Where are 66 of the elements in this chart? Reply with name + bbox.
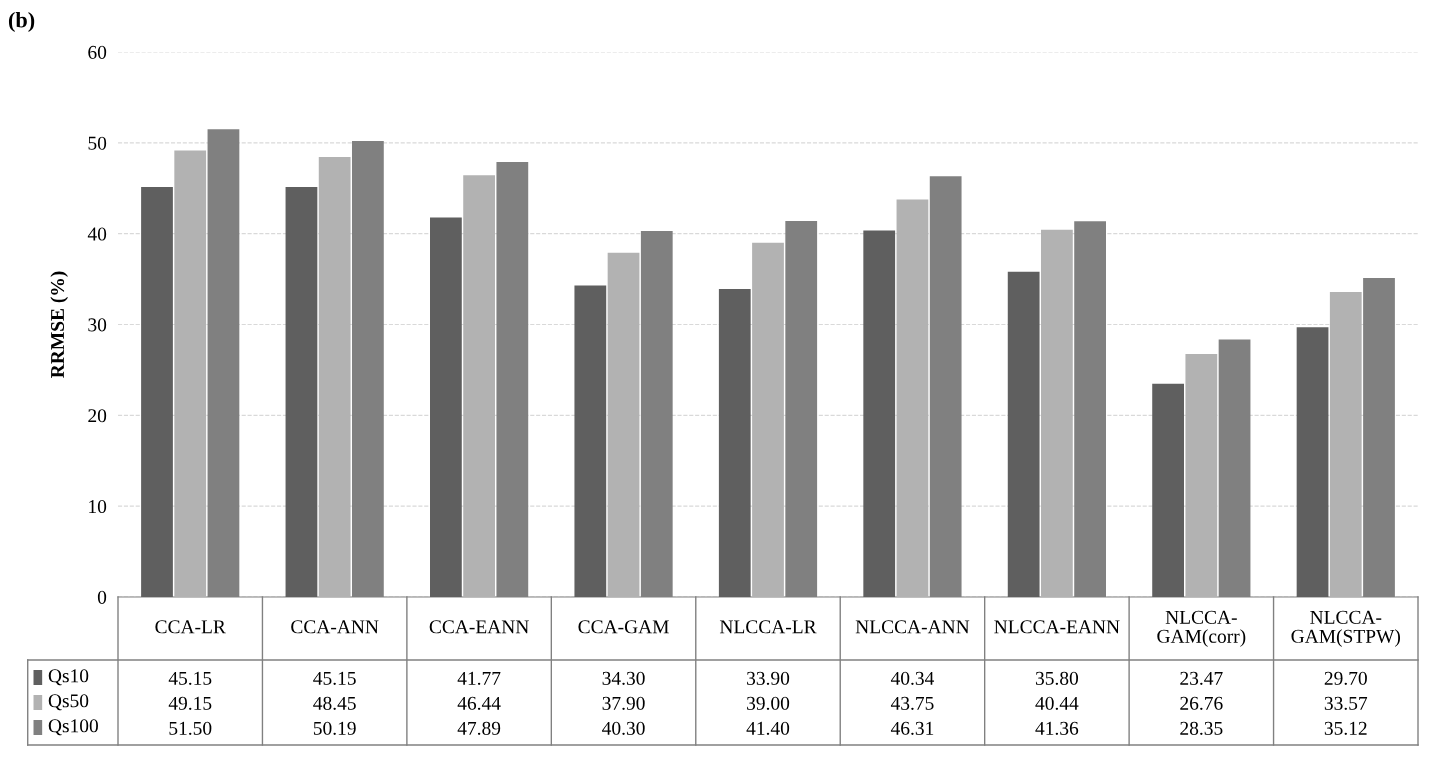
bar — [1185, 353, 1218, 597]
data-label: 47.89 — [457, 721, 501, 735]
bar — [718, 289, 751, 597]
data-label: 46.44 — [457, 696, 501, 710]
data-label: 34.30 — [602, 671, 645, 685]
x-tick-label: NLCCA-EANN — [994, 620, 1120, 634]
y-tick-label: 30 — [88, 318, 107, 332]
y-tick-label: 50 — [88, 136, 107, 150]
data-label: 41.77 — [457, 671, 501, 685]
y-tick-label: 10 — [89, 499, 107, 514]
data-label: 43.75 — [890, 696, 934, 710]
data-label: 50.19 — [313, 721, 356, 735]
x-tick-label: CCA-ANN — [291, 620, 379, 634]
y-axis-title: RRMSE (%) — [50, 271, 68, 378]
data-label: 41.36 — [1035, 721, 1079, 735]
data-label: 40.34 — [890, 671, 935, 685]
data-label: 26.76 — [1180, 696, 1223, 710]
bar — [574, 285, 607, 597]
data-label: 46.31 — [890, 721, 934, 735]
bar — [141, 186, 173, 597]
legend-label: Qs10 — [48, 669, 89, 686]
bar — [863, 230, 896, 597]
bar — [1152, 383, 1184, 597]
y-tick-label: 40 — [87, 227, 107, 241]
x-tick-label: NLCCA-ANN — [855, 620, 970, 634]
chart-title: (b) — [8, 11, 35, 33]
data-label: 41.40 — [746, 721, 790, 735]
data-label: 48.45 — [313, 696, 356, 710]
bar — [1296, 327, 1329, 597]
bar — [1007, 271, 1040, 597]
y-tick-label: 60 — [88, 45, 107, 59]
data-label: 35.12 — [1324, 721, 1367, 735]
x-tick-label: CCA-LR — [155, 620, 226, 634]
x-tick-label: NLCCA-GAM(STPW) — [1291, 610, 1401, 647]
data-label: 23.47 — [1180, 671, 1223, 685]
bar — [463, 175, 495, 597]
x-tick-label: CCA-GAM — [578, 620, 669, 634]
bar — [896, 199, 929, 597]
bar — [285, 186, 318, 597]
legend-label: Qs100 — [48, 719, 98, 736]
data-label: 45.15 — [313, 671, 356, 685]
data-label: 33.90 — [747, 671, 790, 685]
data-label: 39.00 — [747, 696, 790, 710]
x-tick-label: CCA-EANN — [429, 620, 529, 634]
data-label: 28.35 — [1180, 721, 1223, 735]
data-label: 49.15 — [168, 696, 212, 710]
data-label: 37.90 — [602, 696, 645, 710]
data-label: 40.30 — [602, 721, 645, 735]
data-label: 35.80 — [1035, 671, 1079, 685]
data-label: 33.57 — [1324, 696, 1368, 710]
legend-label: Qs50 — [48, 694, 89, 711]
bar — [1329, 292, 1362, 597]
y-tick-label: 20 — [88, 409, 107, 423]
data-label: 45.15 — [168, 671, 212, 685]
data-label: 51.50 — [169, 721, 212, 735]
bar — [752, 242, 784, 597]
data-label: 40.44 — [1035, 696, 1079, 710]
y-tick-label: 0 — [97, 590, 107, 604]
bar — [607, 252, 640, 597]
bar — [430, 217, 462, 597]
bar — [1041, 229, 1073, 597]
bar — [174, 150, 207, 597]
x-tick-label: NLCCA-LR — [719, 620, 817, 634]
data-label: 29.70 — [1324, 671, 1367, 685]
x-tick-label: NLCCA-GAM(corr) — [1157, 610, 1246, 647]
bar — [318, 156, 351, 597]
